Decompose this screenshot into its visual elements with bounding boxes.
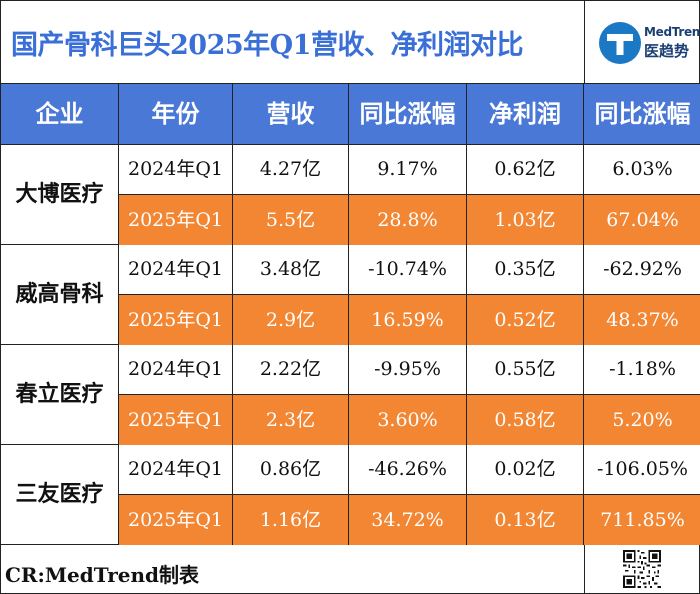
revenue-cell: 2.3亿 [233, 395, 349, 445]
profit-yoy-cell: -1.18% [609, 358, 676, 380]
column-header-company: 企业 [1, 84, 119, 145]
table-row: 2024年Q1 4.27亿 9.17% 0.62亿 6.03% [119, 145, 700, 195]
column-header-revenue: 营收 [233, 84, 349, 145]
column-header-revenue-yoy: 同比涨幅 [349, 84, 467, 145]
profit-cell: 0.55亿 [467, 345, 584, 394]
brand-logo: MedTrend 医趋势 [584, 1, 700, 84]
company-name: 威高骨科 [1, 245, 119, 345]
year-cell: 2025年Q1 [119, 395, 233, 445]
revenue-cell: 5.5亿 [233, 195, 349, 245]
revenue-yoy-cell: 9.17% [349, 145, 467, 194]
table-row-highlighted: 2025年Q1 2.9亿 16.59% 0.52亿 48.37% [119, 295, 700, 345]
table-row-highlighted: 2025年Q1 1.16亿 34.72% 0.13亿 711.85% [119, 495, 700, 545]
profit-yoy-cell: -62.92% [603, 258, 682, 280]
company-group: 三友医疗 2024年Q1 0.86亿 -46.26% 0.02亿 -106.05… [1, 445, 700, 545]
profit-yoy-cell: 48.37% [606, 309, 679, 331]
company-group: 威高骨科 2024年Q1 3.48亿 -10.74% 0.35亿 -62.92%… [1, 245, 700, 345]
logo-text-en: MedTrend [644, 25, 700, 39]
column-header-year: 年份 [119, 84, 233, 145]
qr-code-box [584, 545, 700, 594]
logo-text-cn: 医趋势 [644, 42, 690, 60]
column-header-profit: 净利润 [467, 84, 584, 145]
year-cell: 2025年Q1 [119, 195, 233, 245]
year-cell: 2024年Q1 [119, 145, 233, 194]
header: 国产骨科巨头2025年Q1营收、净利润对比 MedTrend 医趋势 [1, 1, 700, 84]
profit-yoy-cell: 67.04% [606, 209, 679, 231]
medtrend-t-logo-icon [599, 22, 641, 64]
page-title: 国产骨科巨头2025年Q1营收、净利润对比 [11, 30, 523, 61]
company-group: 大博医疗 2024年Q1 4.27亿 9.17% 0.62亿 6.03% 202… [1, 145, 700, 245]
table-row: 2024年Q1 0.86亿 -46.26% 0.02亿 -106.05% [119, 445, 700, 495]
company-name: 春立医疗 [1, 345, 119, 445]
profit-yoy-cell: -106.05% [597, 458, 688, 480]
profit-cell: 0.52亿 [467, 295, 584, 345]
revenue-cell: 1.16亿 [233, 495, 349, 545]
revenue-cell: 0.86亿 [233, 445, 349, 494]
company-name: 大博医疗 [1, 145, 119, 245]
table-row-highlighted: 2025年Q1 2.3亿 3.60% 0.58亿 5.20% [119, 395, 700, 445]
profit-cell: 0.62亿 [467, 145, 584, 194]
profit-yoy-cell: 711.85% [600, 509, 685, 531]
revenue-yoy-cell: -46.26% [349, 445, 467, 494]
company-name: 三友医疗 [1, 445, 119, 545]
profit-cell: 0.35亿 [467, 245, 584, 294]
qr-code-icon [623, 550, 661, 588]
revenue-yoy-cell: -9.95% [349, 345, 467, 394]
year-cell: 2024年Q1 [119, 345, 233, 394]
year-cell: 2025年Q1 [119, 495, 233, 545]
year-cell: 2025年Q1 [119, 295, 233, 345]
profit-cell: 1.03亿 [467, 195, 584, 245]
revenue-yoy-cell: -10.74% [349, 245, 467, 294]
revenue-cell: 3.48亿 [233, 245, 349, 294]
column-header-profit-yoy: 同比涨幅 [594, 100, 691, 128]
credit-text: CR:MedTrend制表 [5, 563, 199, 587]
profit-cell: 0.13亿 [467, 495, 584, 545]
revenue-yoy-cell: 28.8% [349, 195, 467, 245]
profit-cell: 0.58亿 [467, 395, 584, 445]
revenue-cell: 2.22亿 [233, 345, 349, 394]
revenue-yoy-cell: 16.59% [349, 295, 467, 345]
revenue-yoy-cell: 3.60% [349, 395, 467, 445]
table-row: 2024年Q1 3.48亿 -10.74% 0.35亿 -62.92% [119, 245, 700, 295]
footer: CR:MedTrend制表 [1, 545, 700, 594]
year-cell: 2024年Q1 [119, 245, 233, 294]
table-row-highlighted: 2025年Q1 5.5亿 28.8% 1.03亿 67.04% [119, 195, 700, 245]
year-cell: 2024年Q1 [119, 445, 233, 494]
revenue-cell: 4.27亿 [233, 145, 349, 194]
profit-yoy-cell: 6.03% [612, 158, 673, 180]
table-row: 2024年Q1 2.22亿 -9.95% 0.55亿 -1.18% [119, 345, 700, 395]
revenue-cell: 2.9亿 [233, 295, 349, 345]
revenue-yoy-cell: 34.72% [349, 495, 467, 545]
profit-cell: 0.02亿 [467, 445, 584, 494]
company-group: 春立医疗 2024年Q1 2.22亿 -9.95% 0.55亿 -1.18% 2… [1, 345, 700, 445]
table-header: 企业 年份 营收 同比涨幅 净利润 同比涨幅 [1, 84, 700, 145]
profit-yoy-cell: 5.20% [612, 409, 673, 431]
